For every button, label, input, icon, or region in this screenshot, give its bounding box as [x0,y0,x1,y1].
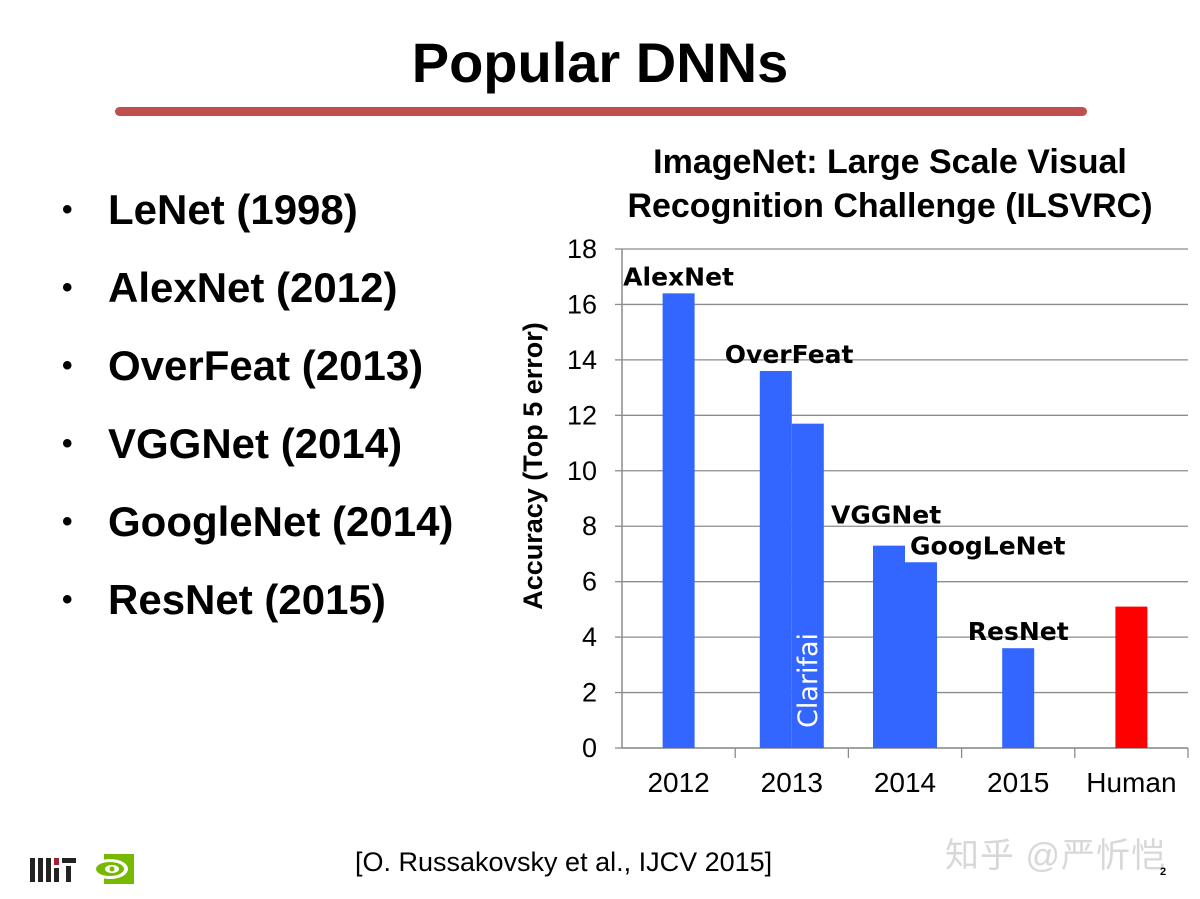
list-item: • GoogleNet (2014) [62,492,453,570]
y-tick-label: 6 [582,567,597,597]
list-item-text: VGGNet (2014) [108,420,403,467]
nvidia-logo [92,854,134,884]
chart-title-line: Recognition Challenge (ILSVRC) [627,187,1153,225]
bullet-icon: • [62,349,73,382]
bullet-icon: • [62,271,73,304]
bar [1002,648,1035,748]
y-tick-label: 14 [567,345,597,375]
list-item: • LeNet (1998) [62,180,453,258]
data-label: ResNet [968,617,1069,646]
list-item: • VGGNet (2014) [62,414,453,492]
x-tick-label: 2012 [647,767,709,798]
chart-title: ImageNet: Large Scale Visual Recognition… [590,140,1190,228]
mit-logo [30,858,76,882]
data-label: GoogLeNet [910,531,1066,560]
y-axis-label: Accuracy (Top 5 error) [518,322,548,610]
y-tick-label: 12 [567,400,597,430]
page-number: 2 [1160,866,1167,878]
list-item-text: OverFeat (2013) [108,342,424,389]
list-item-text: AlexNet (2012) [108,264,398,311]
y-tick-label: 2 [582,678,597,708]
list-item-text: GoogleNet (2014) [108,498,454,545]
citation: [O. Russakovsky et al., IJCV 2015] [355,847,773,877]
bar [759,370,792,748]
slide-title: Popular DNNs [411,31,789,94]
chart-title-line: ImageNet: Large Scale Visual [653,143,1127,181]
bar [873,545,905,748]
y-tick-label: 8 [582,511,597,541]
data-label: AlexNet [623,262,734,291]
list-item-text: ResNet (2015) [108,576,386,623]
title-underline [115,107,1087,116]
data-label: Clarifai [793,633,824,728]
x-tick-label: 2015 [987,767,1049,798]
list-item: • OverFeat (2013) [62,336,453,414]
y-tick-label: 10 [567,456,597,486]
watermark: 知乎 @严忻恺 [945,837,1166,875]
x-tick-label: Human [1086,767,1176,798]
x-tick-label: 2014 [874,767,936,798]
y-tick-label: 0 [582,733,597,763]
x-tick-label: 2013 [761,767,823,798]
y-tick-label: 16 [567,289,597,319]
list-item-text: LeNet (1998) [108,186,358,233]
y-tick-label: 18 [567,234,597,264]
bar [905,562,937,748]
bullet-icon: • [62,583,73,616]
y-tick-label: 4 [582,622,597,652]
list-item: • AlexNet (2012) [62,258,453,336]
bullet-icon: • [62,193,73,226]
network-list: • LeNet (1998) • AlexNet (2012) • OverFeat … [62,180,453,648]
data-label: OverFeat [725,340,854,369]
bullet-icon: • [62,505,73,538]
bar [1115,606,1148,748]
bar [791,423,824,748]
bullet-icon: • [62,427,73,460]
data-label: VGGNet [831,501,941,530]
list-item: • ResNet (2015) [62,570,453,648]
bar [662,293,695,748]
